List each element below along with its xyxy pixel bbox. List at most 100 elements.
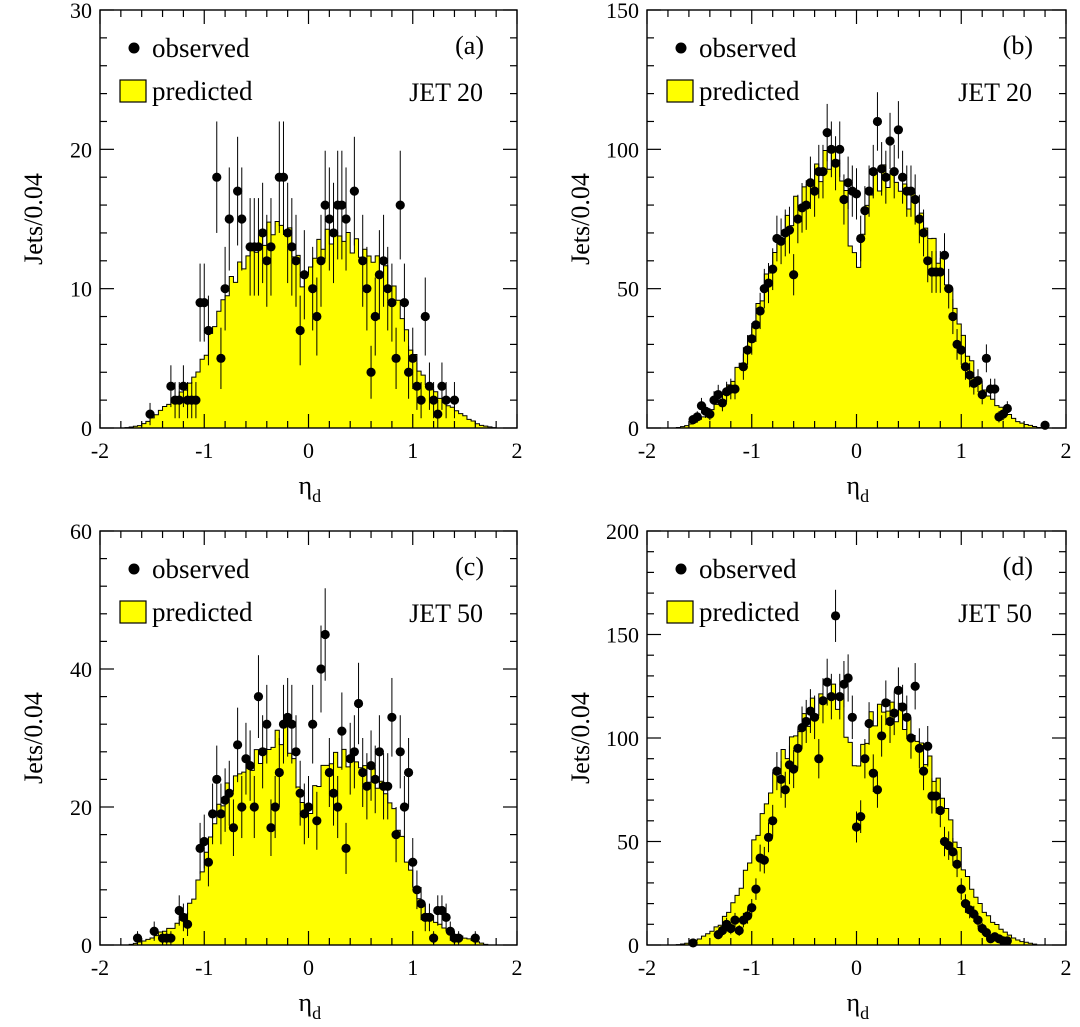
observed-point (341, 843, 351, 854)
observed-point (956, 345, 966, 355)
observed-point (416, 395, 426, 405)
x-tick-label: 2 (512, 955, 523, 980)
x-tick-label: -2 (91, 955, 109, 980)
panel-tag: (d) (1003, 552, 1033, 581)
observed-point (692, 412, 702, 422)
observed-point (445, 926, 455, 936)
observed-point (370, 774, 380, 785)
y-tick-label: 60 (70, 519, 92, 544)
observed-point (734, 925, 744, 936)
observed-point (237, 214, 247, 224)
observed-point (860, 206, 870, 216)
observed-point (810, 712, 820, 722)
observed-point (328, 788, 339, 798)
observed-point (270, 802, 280, 812)
observed-point (856, 812, 866, 822)
observed-point (751, 320, 761, 330)
observed-point (408, 857, 418, 867)
observed-point (178, 912, 188, 923)
observed-point (345, 754, 355, 764)
observed-point (132, 933, 143, 943)
observed-point (826, 692, 836, 702)
observed-point (952, 859, 962, 869)
observed-point (776, 236, 786, 246)
observed-point (742, 345, 753, 355)
observed-point (793, 743, 803, 753)
observed-point (793, 214, 803, 224)
observed-point (374, 270, 384, 280)
observed-point (1002, 936, 1012, 946)
legend-predicted-label: predicted (152, 76, 253, 106)
y-tick-label: 40 (70, 657, 92, 682)
observed-point (149, 926, 159, 936)
observed-point (320, 200, 330, 210)
observed-point (199, 298, 209, 308)
x-tick-label: 1 (956, 955, 967, 980)
observed-point (324, 767, 334, 778)
observed-point (944, 284, 954, 294)
observed-point (893, 685, 904, 695)
observed-point (278, 719, 289, 729)
observed-point (910, 194, 920, 205)
observed-point (923, 741, 933, 751)
observed-point (755, 306, 765, 316)
observed-point (291, 256, 301, 266)
observed-point (245, 761, 255, 771)
observed-point (383, 781, 393, 791)
observed-point (412, 885, 422, 895)
x-axis-title: ηd (847, 471, 870, 506)
observed-point (228, 823, 239, 833)
legend-predicted-swatch (666, 600, 694, 624)
observed-point (303, 802, 314, 812)
y-tick-label: 50 (617, 830, 639, 855)
observed-point (742, 911, 753, 921)
observed-point (203, 857, 214, 867)
observed-point (897, 702, 908, 712)
observed-point (174, 905, 184, 916)
observed-point (262, 719, 272, 729)
observed-point (253, 692, 264, 702)
observed-point (914, 743, 924, 753)
observed-point (212, 774, 222, 785)
observed-point (830, 158, 841, 168)
observed-point (902, 712, 912, 722)
observed-point (973, 376, 983, 386)
observed-point (730, 384, 740, 394)
observed-point (939, 250, 950, 260)
observed-point (145, 409, 155, 419)
observed-point (258, 747, 268, 757)
observed-point (705, 409, 715, 419)
observed-point (395, 747, 405, 757)
x-tick-label: 1 (407, 438, 418, 463)
legend-observed-marker (675, 563, 687, 575)
y-tick-label: 20 (70, 137, 92, 162)
observed-point (216, 809, 226, 819)
observed-point (212, 172, 222, 182)
y-tick-label: 150 (606, 623, 639, 648)
trigger-label: JET 50 (958, 599, 1032, 628)
observed-point (864, 186, 874, 196)
legend-observed-marker (128, 42, 140, 54)
legend-observed-label: observed (699, 554, 797, 584)
observed-point (283, 712, 293, 722)
x-tick-label: 0 (851, 438, 862, 463)
observed-point (387, 712, 397, 722)
x-tick-label: -1 (743, 438, 761, 463)
x-axis-title: ηd (299, 471, 322, 506)
observed-point (199, 836, 209, 847)
observed-point (287, 242, 297, 252)
x-tick-label: 1 (956, 438, 967, 463)
panel-tag: (c) (455, 552, 484, 581)
observed-point (780, 785, 790, 795)
observed-point (391, 830, 401, 840)
observed-point (872, 785, 883, 795)
y-tick-label: 20 (70, 795, 92, 820)
observed-point (872, 116, 883, 127)
observed-point (877, 731, 887, 741)
observed-point (726, 923, 736, 934)
observed-point (399, 298, 410, 308)
observed-point (237, 802, 247, 812)
observed-point (759, 855, 769, 865)
observed-point (216, 353, 226, 363)
observed-point (441, 912, 451, 923)
